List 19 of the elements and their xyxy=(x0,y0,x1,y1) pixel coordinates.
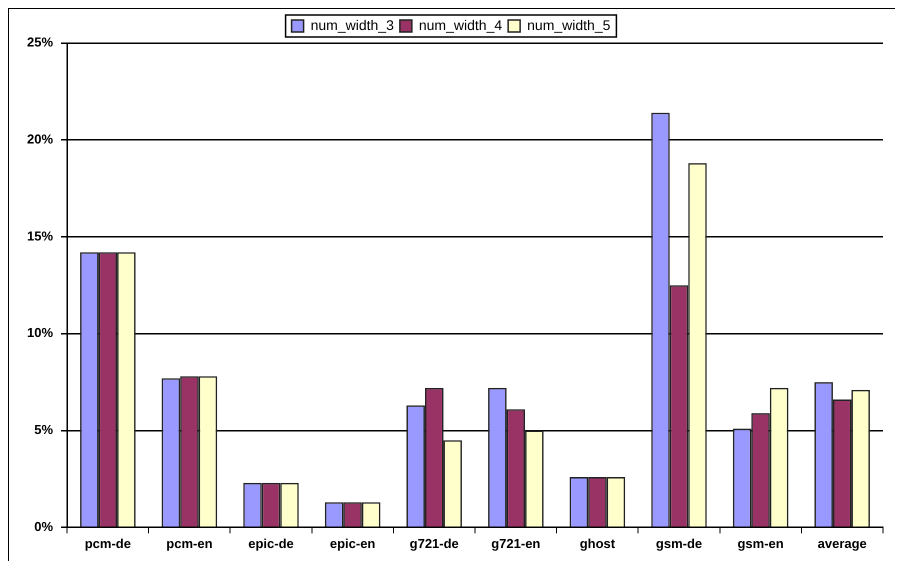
x-tick-label: g721-de xyxy=(410,536,459,551)
x-tick-label: epic-de xyxy=(248,536,294,551)
legend-label: num_width_5 xyxy=(527,16,611,33)
y-tick-label: 10% xyxy=(26,325,54,340)
legend-label: num_width_3 xyxy=(310,16,394,33)
x-tick-label: average xyxy=(818,536,867,551)
x-tick-label: epic-en xyxy=(330,536,376,551)
x-tick-label: ghost xyxy=(580,536,616,551)
y-tick-label: 5% xyxy=(34,422,54,438)
y-tick-label: 0% xyxy=(34,518,54,534)
x-tick-label: gsm-de xyxy=(656,536,702,551)
x-tick-label: pcm-en xyxy=(166,536,213,551)
y-tick-label: 15% xyxy=(26,228,54,244)
y-tick-label: 25% xyxy=(26,34,54,50)
x-tick-label: pcm-de xyxy=(84,536,131,551)
x-tick-label: gsm-en xyxy=(737,536,784,551)
y-tick-label: 20% xyxy=(26,131,54,146)
x-tick-label: g721-en xyxy=(491,536,540,551)
legend-label: num_width_4 xyxy=(418,16,502,33)
